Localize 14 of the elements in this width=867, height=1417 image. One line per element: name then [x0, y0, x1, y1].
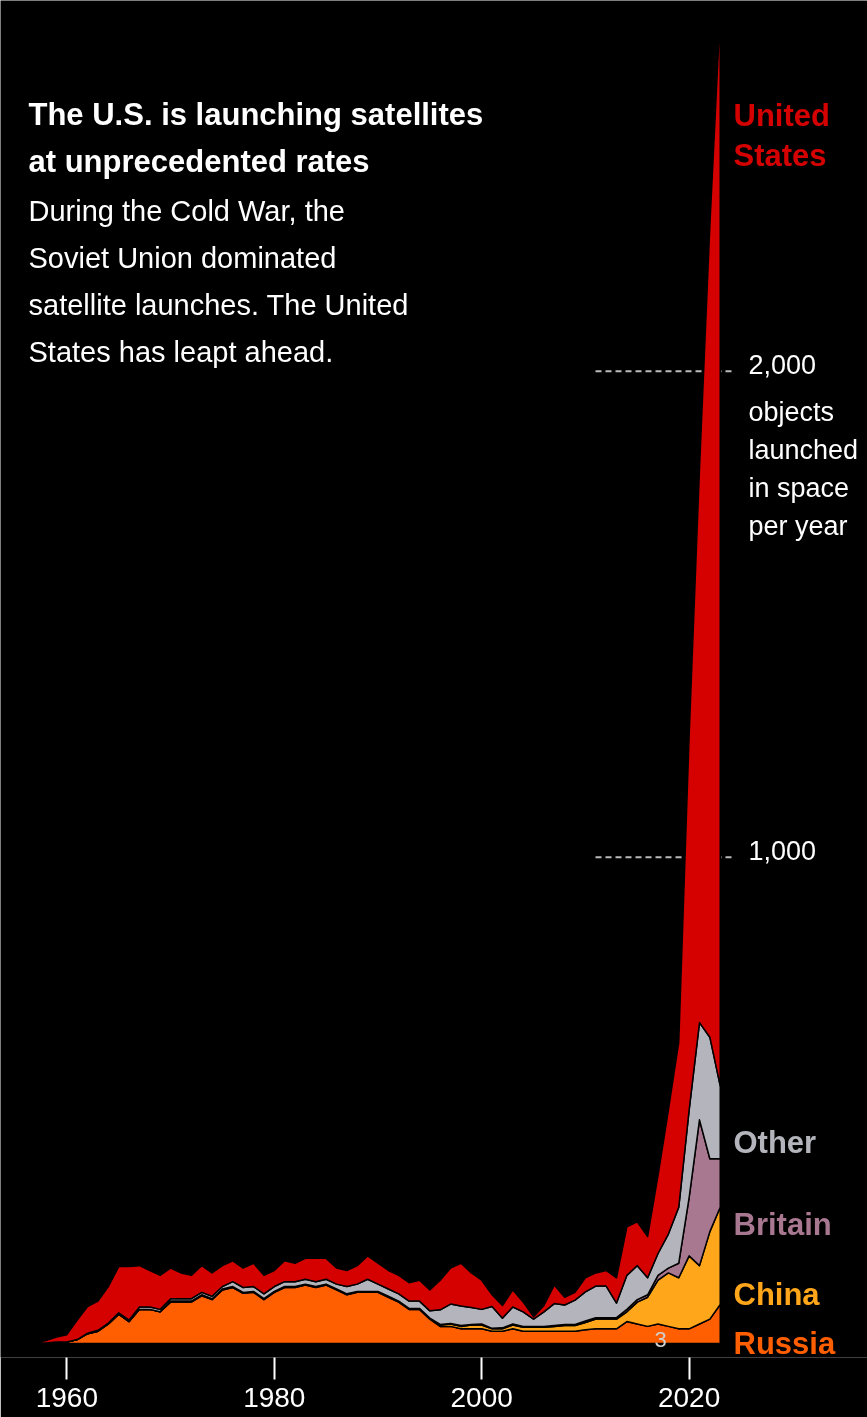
y-tick-label: 1,000 [748, 836, 817, 867]
y-axis-title: objects launched in space per year [748, 397, 859, 542]
series-label: Russia [733, 1325, 836, 1361]
series-label: United States [733, 97, 830, 173]
text: The U.S. is launching satellites at unprecedented rates [28, 96, 484, 179]
y-tick-label: 2,000 [748, 350, 817, 381]
series-label: China [733, 1276, 821, 1312]
x-tick-label: 1960 [35, 1381, 99, 1413]
series-label: Other [733, 1124, 817, 1160]
series-label: Britain [733, 1206, 832, 1242]
text: During the Cold War, the Soviet Union dominated satellite launches. The United States has leapt ahead. [28, 194, 409, 368]
x-tick-label: 2020 [657, 1381, 721, 1413]
x-tick-label: 1980 [243, 1381, 306, 1413]
x-tick-label: 2000 [450, 1381, 513, 1413]
